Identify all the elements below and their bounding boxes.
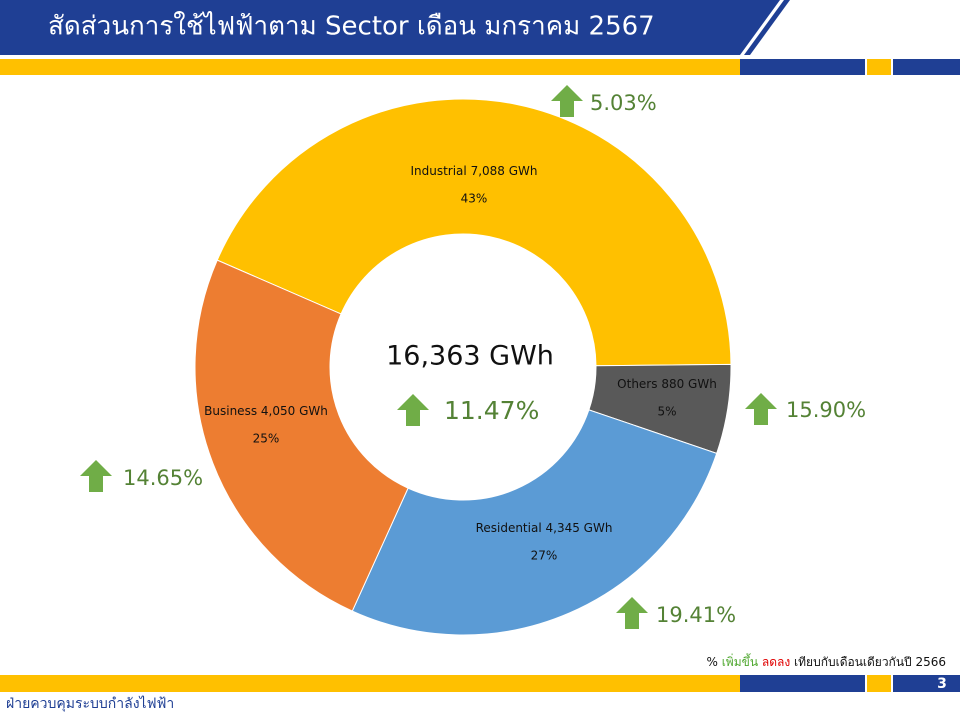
title-bar [0,0,780,55]
value-label: 880 GWh [661,377,717,391]
stripe [867,675,891,692]
page-number: 3 [937,676,947,692]
note-up: เพิ่มขึ้น [722,653,758,669]
note-down: ลดลง [762,655,790,669]
share-label: 25% [253,432,280,446]
value-label: 7,088 GWh [471,164,538,178]
footer: ฝ่ายควบคุมระบบกำลังไฟฟ้า [6,695,174,712]
growth-arrow [80,460,112,492]
share-label: 27% [531,549,558,563]
share-label: 5% [657,405,676,419]
category-name: Industrial [410,164,466,178]
value-label: 4,345 GWh [546,521,613,535]
total-label: 16,363 GWh [386,341,554,372]
title-bar-edge [744,0,790,55]
stripe [0,675,740,692]
stripe [0,59,740,75]
data-label: Others 880 GWh [617,377,717,391]
stripe [740,675,865,692]
growth-arrow [551,85,583,117]
note: % เพิ่มขึ้น ลดลง เทียบกับเดือนเดียวกันปี… [706,653,946,669]
growth-arrow [616,597,648,629]
growth-label: 15.90% [786,398,866,422]
category-name: Residential [476,521,542,535]
donut-slice [351,409,718,636]
growth-arrow [397,394,429,426]
donut-slice [194,259,409,612]
data-label: Industrial 7,088 GWh [410,164,537,178]
growth-label: 14.65% [123,466,203,490]
stripe [867,59,891,75]
growth-arrow [745,393,777,425]
donut-slice [216,98,732,367]
data-label: Business 4,050 GWh [204,404,328,418]
stripe [893,59,960,75]
category-name: Others [617,377,657,391]
note-rest: เทียบกับเดือนเดียวกันปี 2566 [794,655,946,669]
stripe [740,59,865,75]
note-unit: % [706,655,717,669]
category-name: Business [204,404,257,418]
stripe [893,675,960,692]
growth-label: 5.03% [590,91,657,115]
value-label: 4,050 GWh [261,404,328,418]
growth-label: 19.41% [656,603,736,627]
share-label: 43% [461,192,488,206]
data-label: Residential 4,345 GWh [476,521,613,535]
slide-title: สัดส่วนการใช้ไฟฟ้าตาม Sector เดือน มกราค… [48,11,655,42]
total-growth-label: 11.47% [444,396,539,425]
